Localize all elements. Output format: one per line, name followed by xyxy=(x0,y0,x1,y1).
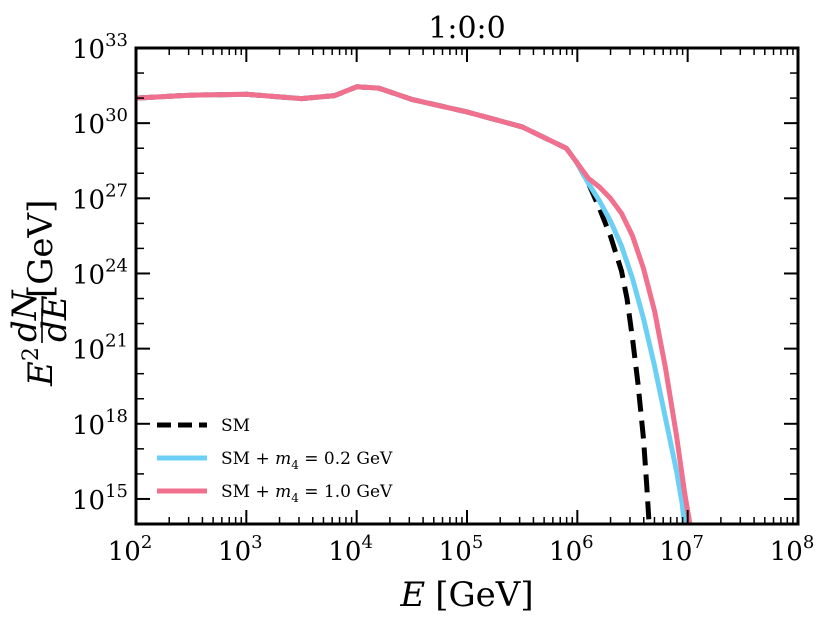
x-axis-unit: [GeV] xyxy=(435,575,533,615)
x-tick-label: 108 xyxy=(770,532,815,567)
series-layer xyxy=(136,84,693,524)
plot-frame xyxy=(134,46,800,526)
y-tick-label: 1024 xyxy=(72,255,128,290)
x-tick-label: 107 xyxy=(659,532,704,567)
x-tick-base: 10 xyxy=(439,537,472,567)
y-axis-unit: [GeV] xyxy=(21,200,61,298)
x-tick-base: 10 xyxy=(218,537,251,567)
y-tick-base: 10 xyxy=(72,336,105,366)
x-tick-label: 102 xyxy=(108,532,153,567)
y-tick-base: 10 xyxy=(72,110,105,140)
y-axis-frac-num: dN xyxy=(5,289,45,342)
x-tick-base: 10 xyxy=(108,537,141,567)
y-axis-var: E xyxy=(21,361,61,387)
y-tick-exp: 18 xyxy=(105,406,128,427)
series-line-1 xyxy=(136,84,687,524)
y-tick-exp: 21 xyxy=(105,331,128,352)
legend-label-0: SM xyxy=(221,416,250,436)
y-tick-label: 1021 xyxy=(72,331,128,366)
x-tick-base: 10 xyxy=(549,537,582,567)
y-axis-label: E2 dN dE [GeV] xyxy=(5,200,75,387)
y-tick-exp: 33 xyxy=(105,30,128,51)
y-tick-base: 10 xyxy=(72,486,105,516)
x-tick-label: 106 xyxy=(549,532,594,567)
y-tick-base: 10 xyxy=(72,185,105,215)
chart-title: 1:0:0 xyxy=(428,11,505,46)
x-tick-label: 104 xyxy=(328,532,373,567)
y-tick-exp: 30 xyxy=(105,105,128,126)
x-tick-base: 10 xyxy=(770,537,803,567)
x-tick-base: 10 xyxy=(328,537,361,567)
x-tick-label: 105 xyxy=(439,532,484,567)
x-axis-var: E xyxy=(399,575,425,615)
y-tick-base: 10 xyxy=(72,35,105,65)
y-axis-frac-den: dE xyxy=(35,295,75,342)
x-tick-exp: 2 xyxy=(141,532,152,553)
y-tick-exp: 27 xyxy=(105,180,128,201)
legend-label-1: SM + m4 = 0.2 GeV xyxy=(221,449,393,472)
y-tick-exp: 15 xyxy=(105,481,128,502)
y-tick-label: 1018 xyxy=(72,406,128,441)
y-tick-base: 10 xyxy=(72,260,105,290)
x-tick-base: 10 xyxy=(659,537,692,567)
series-line-2 xyxy=(136,84,693,524)
x-tick-exp: 7 xyxy=(692,532,703,553)
x-tick-exp: 8 xyxy=(803,532,814,553)
legend-label-2: SM + m4 = 1.0 GeV xyxy=(221,482,393,505)
x-tick-exp: 6 xyxy=(582,532,593,553)
y-tick-label: 1015 xyxy=(72,481,128,516)
y-tick-label: 1033 xyxy=(72,30,128,65)
tick-layer: 102 103 104 105 106 107 1081015101810211024102… xyxy=(72,30,814,567)
legend: SM SM + m4 = 0.2 GeV SM + m4 = 1.0 GeV xyxy=(157,416,393,505)
x-tick-exp: 3 xyxy=(251,532,262,553)
svg-text:E2: E2 xyxy=(19,347,61,387)
y-axis-exp: 2 xyxy=(19,347,44,361)
y-tick-label: 1027 xyxy=(72,180,128,215)
x-tick-label: 103 xyxy=(218,532,263,567)
x-axis-label: E [GeV] xyxy=(399,575,533,615)
y-tick-label: 1030 xyxy=(72,105,128,140)
y-tick-exp: 24 xyxy=(105,255,128,276)
x-tick-exp: 4 xyxy=(361,532,372,553)
y-tick-base: 10 xyxy=(72,411,105,441)
x-tick-exp: 5 xyxy=(472,532,483,553)
